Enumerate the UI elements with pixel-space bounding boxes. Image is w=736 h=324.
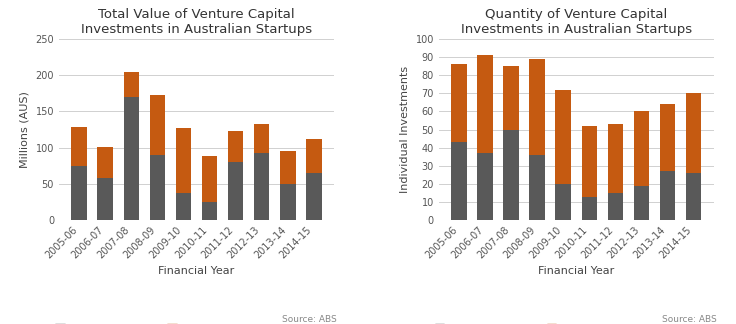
- Bar: [71, 127, 87, 166]
- Bar: [97, 147, 113, 178]
- X-axis label: Financial Year: Financial Year: [538, 266, 615, 276]
- X-axis label: Financial Year: Financial Year: [158, 266, 235, 276]
- Bar: [451, 64, 467, 142]
- Bar: [477, 153, 493, 220]
- Bar: [581, 197, 597, 220]
- Y-axis label: Individual Investments: Individual Investments: [400, 66, 410, 193]
- Bar: [254, 124, 269, 153]
- Bar: [280, 184, 296, 220]
- Bar: [280, 151, 296, 184]
- Bar: [124, 72, 139, 97]
- Bar: [254, 153, 269, 220]
- Bar: [176, 128, 191, 193]
- Bar: [556, 90, 571, 184]
- Bar: [306, 139, 322, 173]
- Bar: [529, 155, 545, 220]
- Bar: [477, 55, 493, 153]
- Bar: [686, 173, 701, 220]
- Bar: [176, 193, 191, 220]
- Legend: New Investment, Follow-on Investment: New Investment, Follow-on Investment: [51, 320, 298, 324]
- Bar: [306, 173, 322, 220]
- Bar: [608, 193, 623, 220]
- Bar: [202, 202, 217, 220]
- Bar: [581, 126, 597, 197]
- Bar: [686, 93, 701, 173]
- Bar: [227, 162, 244, 220]
- Bar: [659, 104, 676, 171]
- Bar: [608, 124, 623, 193]
- Bar: [71, 166, 87, 220]
- Bar: [556, 184, 571, 220]
- Bar: [529, 59, 545, 155]
- Bar: [149, 155, 165, 220]
- Bar: [659, 171, 676, 220]
- Bar: [503, 66, 519, 130]
- Bar: [149, 96, 165, 155]
- Bar: [634, 186, 649, 220]
- Bar: [227, 131, 244, 162]
- Title: Quantity of Venture Capital
Investments in Australian Startups: Quantity of Venture Capital Investments …: [461, 8, 692, 36]
- Title: Total Value of Venture Capital
Investments in Australian Startups: Total Value of Venture Capital Investmen…: [81, 8, 312, 36]
- Bar: [124, 97, 139, 220]
- Bar: [97, 178, 113, 220]
- Text: Source: ABS: Source: ABS: [282, 315, 337, 324]
- Bar: [451, 142, 467, 220]
- Bar: [634, 111, 649, 186]
- Y-axis label: Millions (AUS): Millions (AUS): [20, 91, 30, 168]
- Legend: New Investment, Follow-on Investment: New Investment, Follow-on Investment: [431, 320, 678, 324]
- Bar: [503, 130, 519, 220]
- Text: Source: ABS: Source: ABS: [662, 315, 717, 324]
- Bar: [202, 156, 217, 202]
